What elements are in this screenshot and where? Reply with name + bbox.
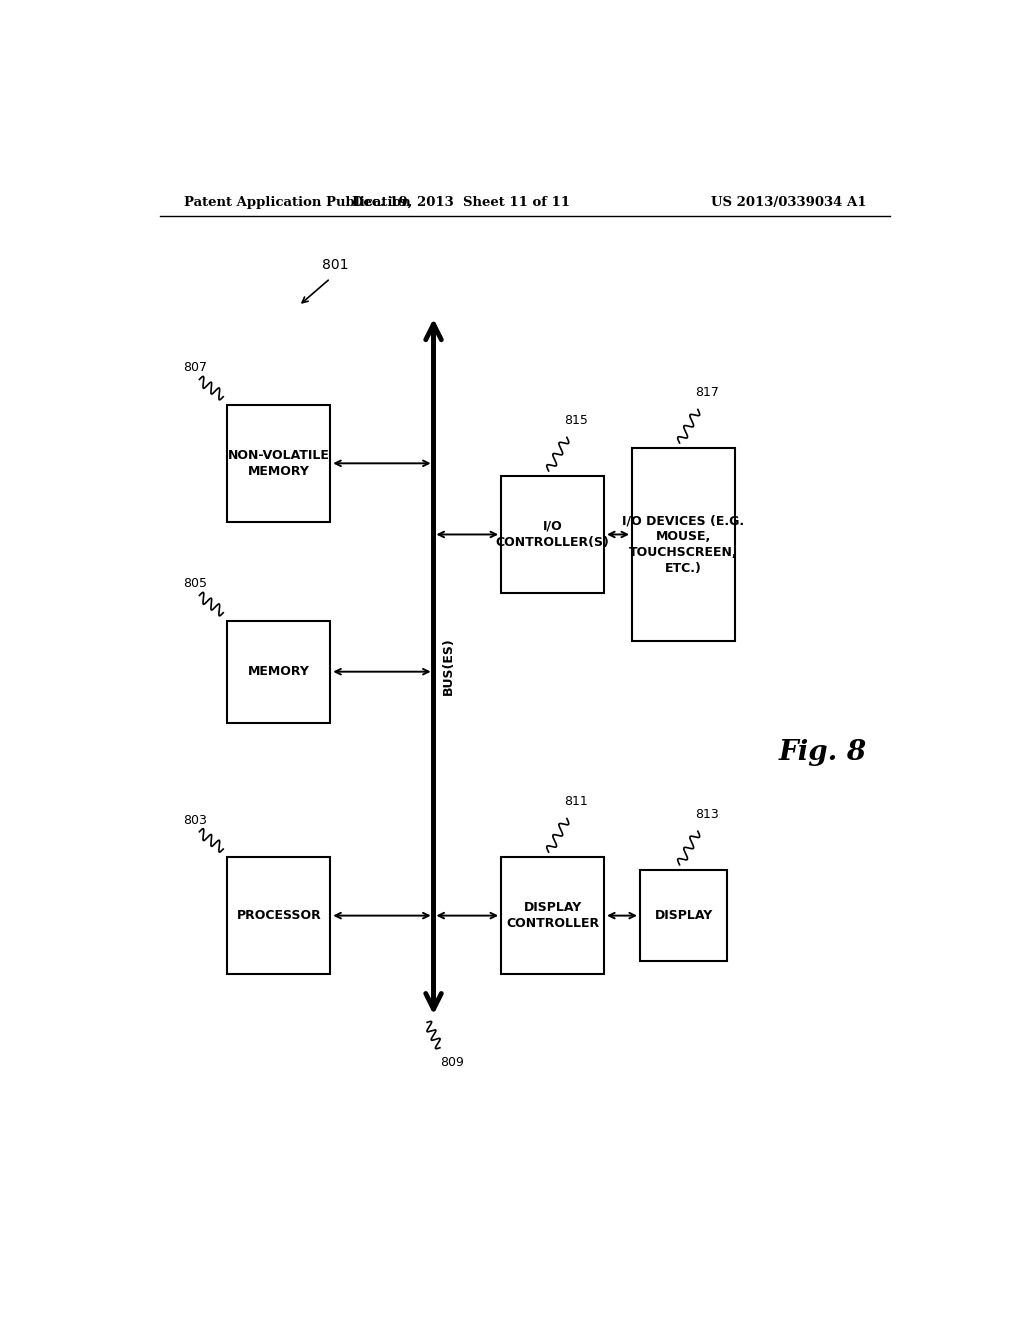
Text: NON-VOLATILE
MEMORY: NON-VOLATILE MEMORY	[228, 449, 330, 478]
Text: 811: 811	[564, 796, 588, 808]
Text: Dec. 19, 2013  Sheet 11 of 11: Dec. 19, 2013 Sheet 11 of 11	[352, 195, 570, 209]
Text: I/O
CONTROLLER(S): I/O CONTROLLER(S)	[496, 520, 609, 549]
Text: 813: 813	[695, 808, 719, 821]
Text: 803: 803	[183, 813, 208, 826]
FancyBboxPatch shape	[227, 857, 331, 974]
FancyBboxPatch shape	[227, 405, 331, 521]
Text: 805: 805	[183, 577, 208, 590]
Text: DISPLAY: DISPLAY	[654, 909, 713, 923]
Text: DISPLAY
CONTROLLER: DISPLAY CONTROLLER	[506, 902, 599, 931]
Text: Patent Application Publication: Patent Application Publication	[183, 195, 411, 209]
Text: Fig. 8: Fig. 8	[778, 739, 867, 767]
FancyBboxPatch shape	[501, 857, 604, 974]
Text: 801: 801	[323, 259, 349, 272]
FancyBboxPatch shape	[640, 870, 727, 961]
Text: 809: 809	[440, 1056, 464, 1069]
FancyBboxPatch shape	[501, 477, 604, 593]
Text: 807: 807	[183, 362, 208, 375]
Text: BUS(ES): BUS(ES)	[441, 638, 455, 696]
Text: PROCESSOR: PROCESSOR	[237, 909, 322, 923]
Text: US 2013/0339034 A1: US 2013/0339034 A1	[711, 195, 866, 209]
Text: I/O DEVICES (E.G.
MOUSE,
TOUCHSCREEN,
ETC.): I/O DEVICES (E.G. MOUSE, TOUCHSCREEN, ET…	[623, 513, 744, 576]
FancyBboxPatch shape	[227, 620, 331, 722]
FancyBboxPatch shape	[632, 447, 735, 642]
Text: MEMORY: MEMORY	[248, 665, 309, 678]
Text: 815: 815	[564, 414, 589, 428]
Text: 817: 817	[695, 387, 719, 399]
